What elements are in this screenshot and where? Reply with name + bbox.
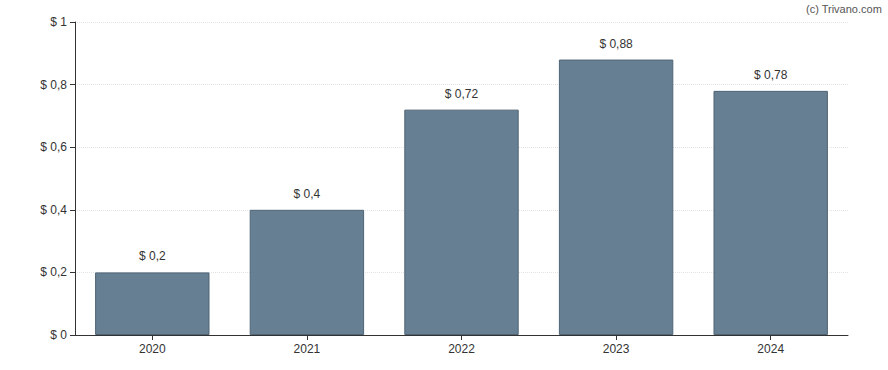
svg-text:$ 0,2: $ 0,2 <box>139 249 166 263</box>
svg-text:$ 0,88: $ 0,88 <box>599 37 633 51</box>
svg-text:$ 0: $ 0 <box>50 328 67 342</box>
svg-text:$ 0,8: $ 0,8 <box>40 78 67 92</box>
svg-text:$ 0,6: $ 0,6 <box>40 140 67 154</box>
svg-text:$ 0,4: $ 0,4 <box>294 187 321 201</box>
svg-text:(c) Trivano.com: (c) Trivano.com <box>806 3 882 15</box>
svg-text:$ 1: $ 1 <box>50 15 67 29</box>
svg-text:2024: 2024 <box>757 342 784 356</box>
svg-text:$ 0,2: $ 0,2 <box>40 265 67 279</box>
svg-text:$ 0,4: $ 0,4 <box>40 203 67 217</box>
svg-text:2023: 2023 <box>603 342 630 356</box>
svg-text:$ 0,72: $ 0,72 <box>445 87 479 101</box>
svg-text:2020: 2020 <box>139 342 166 356</box>
svg-text:2022: 2022 <box>448 342 475 356</box>
svg-text:$ 0,78: $ 0,78 <box>754 68 788 82</box>
svg-text:2021: 2021 <box>294 342 321 356</box>
